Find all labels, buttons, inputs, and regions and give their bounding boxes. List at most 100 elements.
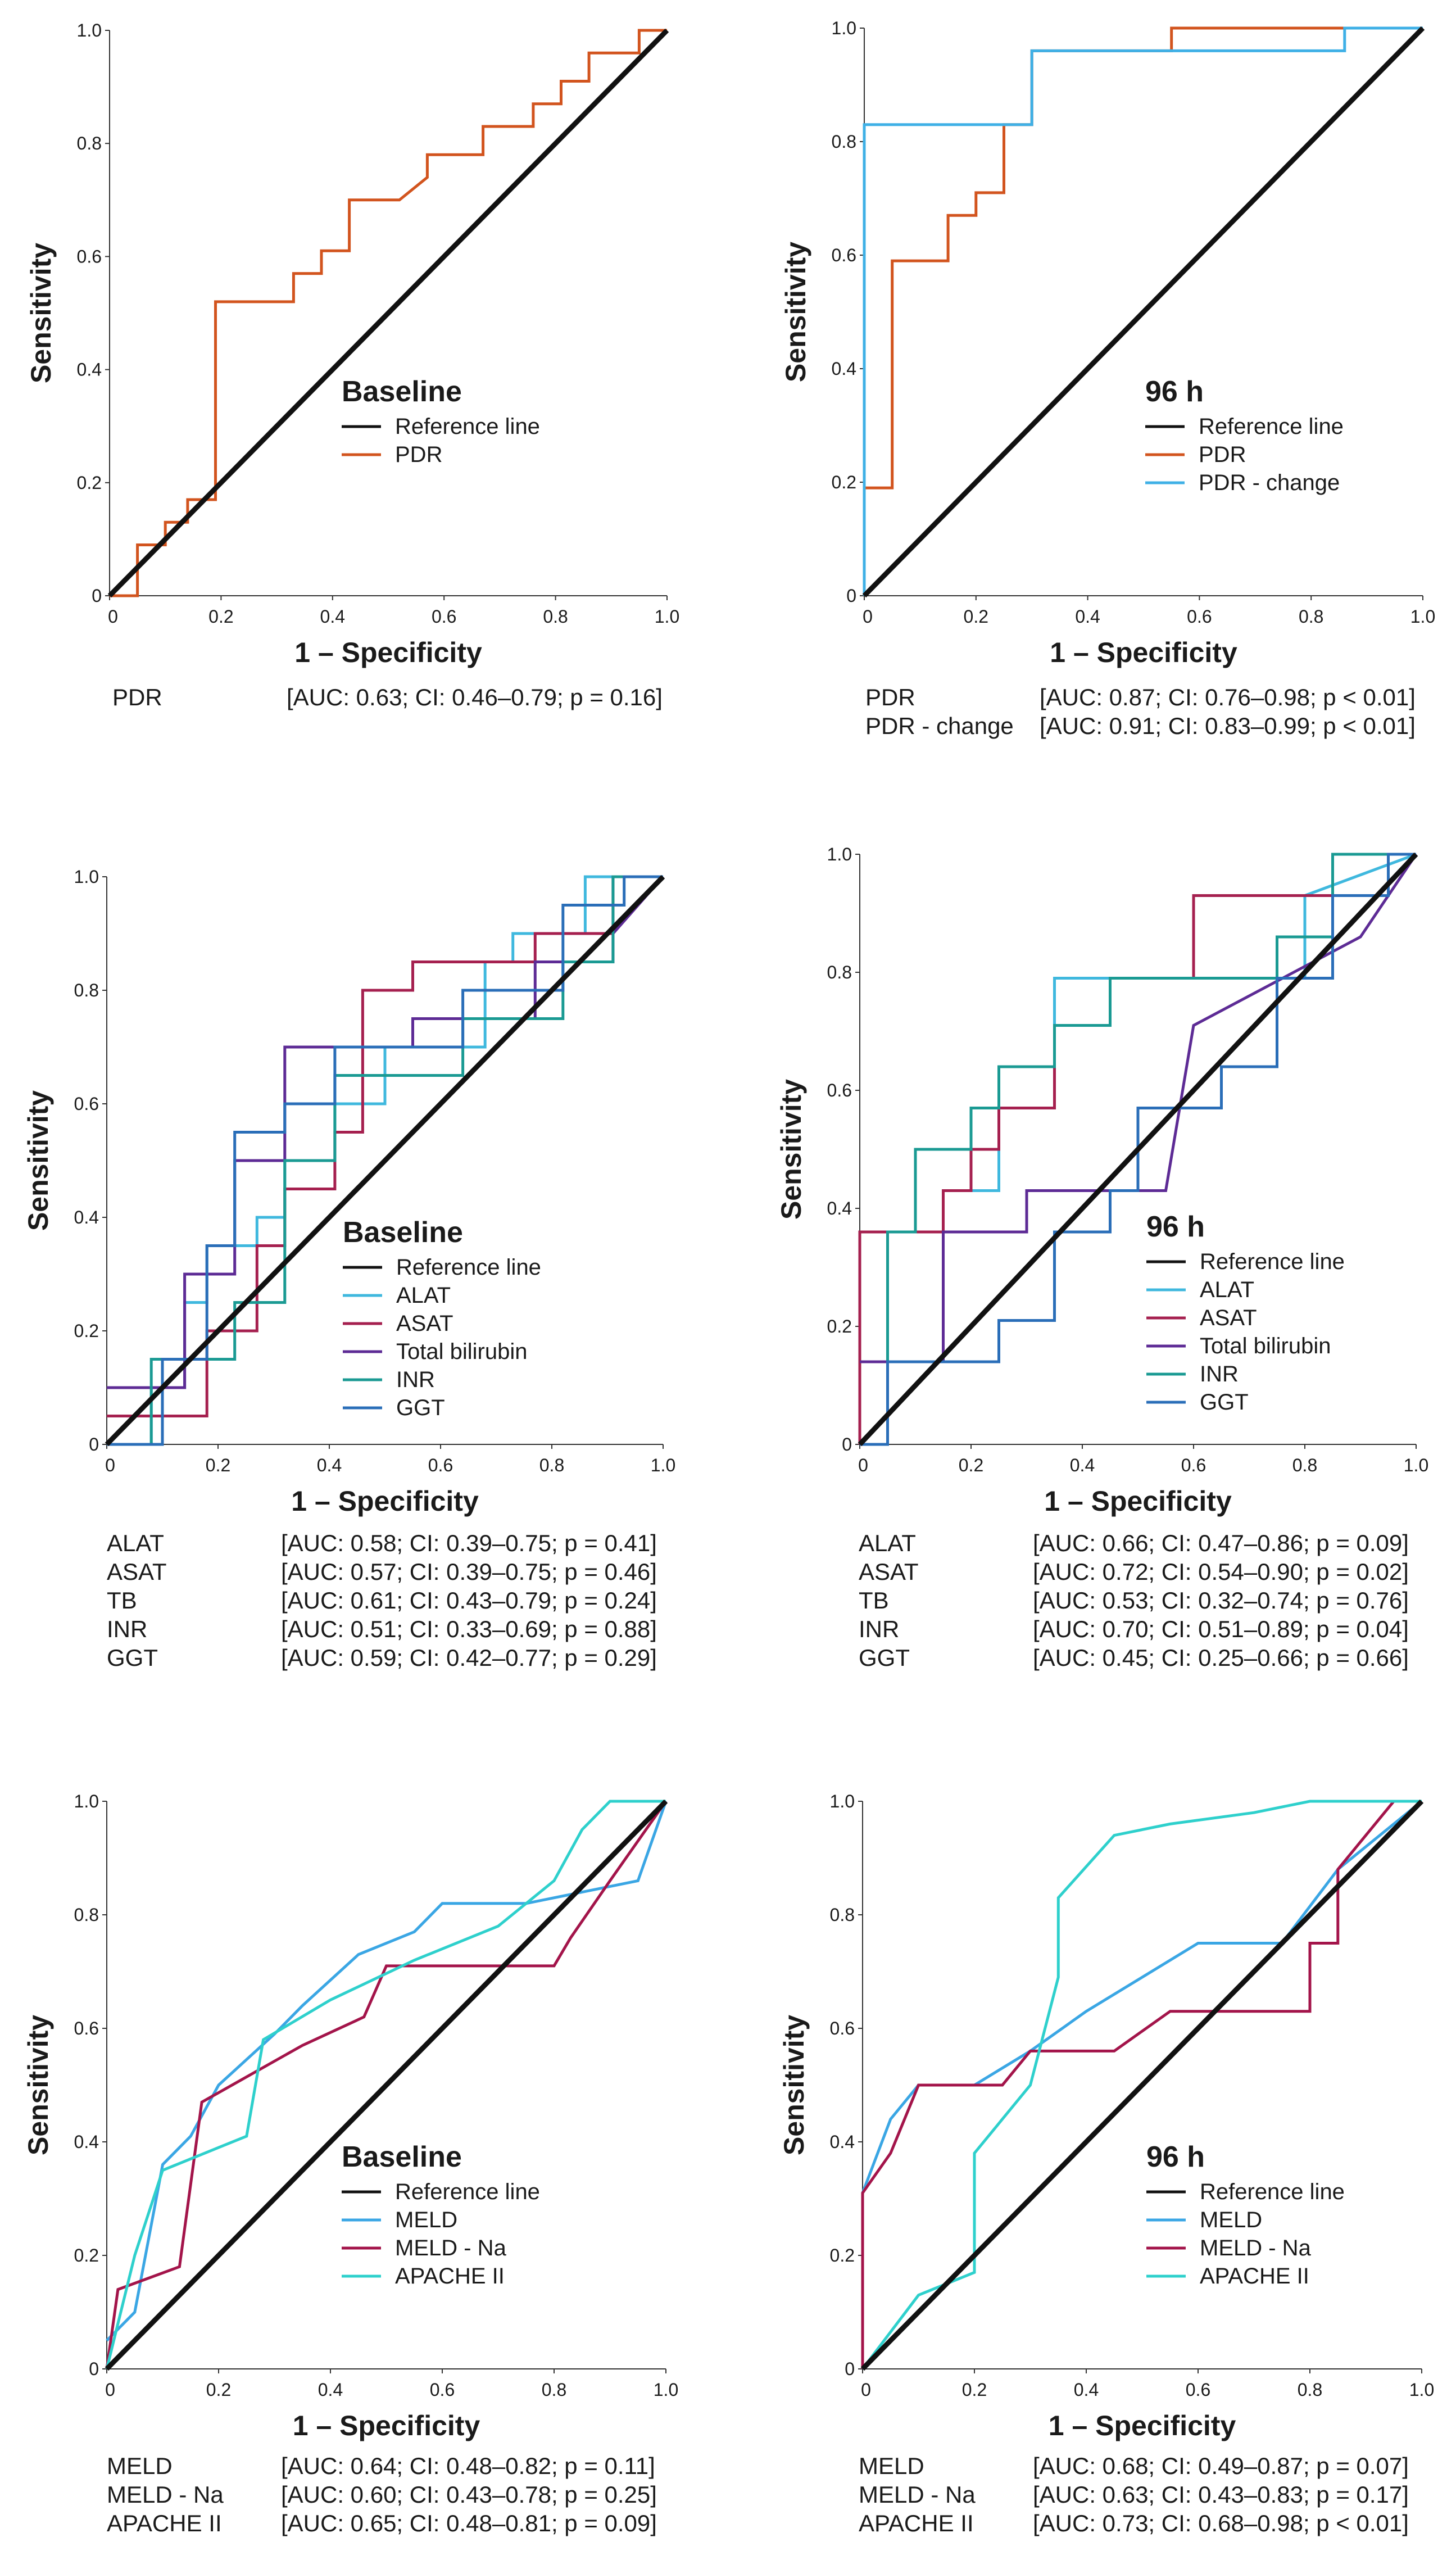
y-tick-label: 0.8 bbox=[830, 1905, 855, 1925]
stat-value: [AUC: 0.64; CI: 0.48–0.82; p = 0.11] bbox=[281, 2453, 655, 2479]
reference-line bbox=[105, 1799, 668, 2371]
legend-label: Total bilirubin bbox=[1200, 1334, 1331, 1358]
legend-title: Baseline bbox=[343, 1216, 463, 1249]
y-tick-label: 1.0 bbox=[74, 867, 99, 887]
reference-line bbox=[860, 1799, 1424, 2371]
y-tick-label: 1.0 bbox=[827, 844, 852, 864]
y-tick-label: 0.8 bbox=[827, 962, 852, 982]
stat-label: APACHE II bbox=[859, 2510, 974, 2536]
x-tick-label: 0 bbox=[858, 1455, 868, 1475]
y-tick-label: 0 bbox=[92, 586, 102, 606]
x-tick-label: 0.8 bbox=[543, 606, 568, 627]
reference-line bbox=[105, 875, 665, 1447]
y-tick-label: 1.0 bbox=[832, 18, 856, 38]
x-tick-label: 0.6 bbox=[1187, 606, 1212, 627]
y-tick-label: 0 bbox=[89, 2359, 99, 2379]
x-tick-label: 0.4 bbox=[317, 1455, 342, 1475]
stat-label: APACHE II bbox=[107, 2510, 222, 2536]
legend-title: 96 h bbox=[1146, 1211, 1205, 1243]
y-tick-label: 0 bbox=[842, 1434, 852, 1455]
legend: 96 h Reference line MELD MELD - Na APACHE II bbox=[1146, 2141, 1345, 2289]
roc-panel-2: 0 0.2 0.4 0.6 0.8 1.0 0 0.2 0.4 0.6 0.8 1.0 1 – Spec… bbox=[780, 18, 1435, 739]
y-axis-label: Sensitivity bbox=[22, 1090, 54, 1231]
y-tick-label: 0.2 bbox=[832, 472, 856, 492]
y-tick-label: 0.2 bbox=[74, 1321, 99, 1341]
x-tick-label: 0 bbox=[108, 606, 118, 627]
x-tick-label: 0.8 bbox=[539, 1455, 564, 1475]
stat-label: ALAT bbox=[107, 1530, 164, 1556]
reference-line bbox=[858, 852, 1418, 1447]
x-tick-label: 1.0 bbox=[651, 1455, 675, 1475]
stat-label: GGT bbox=[859, 1644, 910, 1671]
legend-label: ALAT bbox=[1200, 1277, 1254, 1302]
x-tick-label: 0 bbox=[105, 2380, 115, 2400]
legend-label-reference: Reference line bbox=[395, 2180, 540, 2204]
auc-statistics: MELD [AUC: 0.68; CI: 0.49–0.87; p = 0.07]… bbox=[859, 2453, 1409, 2536]
y-tick-label: 1.0 bbox=[830, 1791, 855, 1811]
stat-label: GGT bbox=[107, 1644, 158, 1671]
stat-value: [AUC: 0.63; CI: 0.46–0.79; p = 0.16] bbox=[287, 684, 663, 710]
y-axis-label: Sensitivity bbox=[25, 243, 57, 383]
series-line-inr bbox=[860, 853, 1416, 1446]
x-tick-label: 0.8 bbox=[1292, 1455, 1317, 1475]
x-tick-label: 0.2 bbox=[962, 2380, 987, 2400]
y-tick-label: 0.8 bbox=[77, 133, 102, 153]
x-tick-label: 0.4 bbox=[318, 2380, 343, 2400]
legend-title: Baseline bbox=[342, 2141, 462, 2173]
legend-label-reference: Reference line bbox=[396, 1255, 541, 1280]
stat-value: [AUC: 0.45; CI: 0.25–0.66; p = 0.66] bbox=[1033, 1644, 1409, 1671]
x-tick-label: 1.0 bbox=[655, 606, 679, 627]
stat-label: ASAT bbox=[107, 1558, 167, 1585]
auc-statistics: ALAT [AUC: 0.58; CI: 0.39–0.75; p = 0.41]… bbox=[107, 1530, 657, 1671]
stat-label: MELD - Na bbox=[107, 2481, 224, 2508]
x-axis-label: 1 – Specificity bbox=[1049, 2410, 1236, 2441]
stat-value: [AUC: 0.87; CI: 0.76–0.98; p < 0.01] bbox=[1040, 684, 1416, 710]
y-tick-label: 1.0 bbox=[77, 20, 102, 40]
legend-label: APACHE II bbox=[1200, 2264, 1309, 2289]
legend-title: 96 h bbox=[1145, 375, 1204, 408]
y-tick-label: 0.4 bbox=[74, 2132, 99, 2152]
legend-label: INR bbox=[396, 1367, 435, 1392]
stat-label: ASAT bbox=[859, 1558, 919, 1585]
x-tick-label: 0.2 bbox=[206, 1455, 230, 1475]
roc-panel-4: 0 0.2 0.4 0.6 0.8 1.0 0 0.2 0.4 0.6 0.8 1.0 1 – Spec… bbox=[775, 844, 1428, 1671]
series-line-meld-na bbox=[861, 1800, 1422, 2369]
y-tick-label: 0 bbox=[89, 1434, 99, 1455]
y-tick-label: 0.6 bbox=[74, 2018, 99, 2038]
y-tick-label: 0.4 bbox=[77, 360, 102, 380]
y-tick-label: 0.4 bbox=[74, 1207, 99, 1227]
legend-label: MELD bbox=[1200, 2208, 1262, 2232]
legend-label-reference: Reference line bbox=[395, 414, 540, 439]
x-tick-label: 0.6 bbox=[1186, 2380, 1210, 2400]
series-line-bilirubin bbox=[860, 853, 1418, 1363]
x-tick-label: 0.4 bbox=[1075, 606, 1100, 627]
legend-label: ASAT bbox=[396, 1311, 453, 1336]
stat-value: [AUC: 0.91; CI: 0.83–0.99; p < 0.01] bbox=[1040, 713, 1416, 739]
series-line-ggt bbox=[107, 875, 663, 1446]
legend-label: PDR bbox=[1199, 442, 1246, 467]
y-tick-label: 0 bbox=[845, 2359, 855, 2379]
stat-value: [AUC: 0.73; CI: 0.68–0.98; p < 0.01] bbox=[1033, 2510, 1409, 2536]
legend-label: PDR bbox=[395, 442, 442, 467]
stat-value: [AUC: 0.53; CI: 0.32–0.74; p = 0.76] bbox=[1033, 1587, 1409, 1614]
legend-label: ALAT bbox=[396, 1283, 451, 1308]
series-line-asat bbox=[858, 853, 1416, 1444]
x-tick-label: 0.2 bbox=[959, 1455, 983, 1475]
series-line-meld bbox=[106, 1801, 668, 2342]
series-line-meld-na bbox=[105, 1800, 668, 2369]
x-axis-label: 1 – Specificity bbox=[294, 637, 482, 668]
x-tick-label: 0.4 bbox=[320, 606, 345, 627]
legend-label-reference: Reference line bbox=[1199, 414, 1344, 439]
auc-statistics: PDR [AUC: 0.63; CI: 0.46–0.79; p = 0.16] bbox=[112, 684, 663, 710]
x-tick-label: 0 bbox=[105, 1455, 115, 1475]
y-tick-label: 0.6 bbox=[74, 1094, 99, 1114]
y-tick-label: 0.6 bbox=[77, 246, 102, 266]
stat-value: [AUC: 0.70; CI: 0.51–0.89; p = 0.04] bbox=[1033, 1616, 1409, 1642]
stat-value: [AUC: 0.51; CI: 0.33–0.69; p = 0.88] bbox=[281, 1616, 657, 1642]
x-tick-label: 0 bbox=[863, 606, 873, 627]
x-tick-label: 1.0 bbox=[1410, 606, 1435, 627]
y-tick-label: 0.2 bbox=[77, 473, 102, 493]
series-line-asat bbox=[107, 875, 663, 1417]
y-tick-label: 1.0 bbox=[74, 1791, 99, 1811]
legend-title: Baseline bbox=[342, 375, 462, 408]
